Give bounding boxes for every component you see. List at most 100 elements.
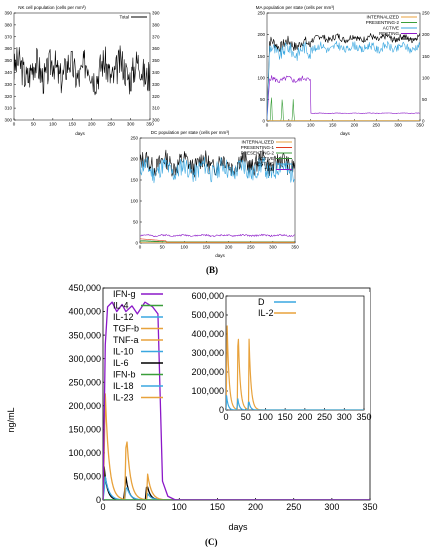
- x-tick-label: 350: [416, 123, 424, 128]
- y-tick-label-right: 340: [152, 70, 160, 75]
- x-axis-label: days: [75, 131, 85, 136]
- plot-frame: [139, 137, 296, 244]
- series-line-il-10: [103, 476, 370, 500]
- y-tick-label: 450,000: [68, 283, 101, 293]
- legend-entry-label: IL-2: [258, 308, 274, 318]
- legend-entry-label: INTERNALIZED: [241, 140, 274, 145]
- y-tick-label: 300: [4, 118, 12, 123]
- y-tick-label: 50: [260, 97, 266, 102]
- y-tick-label: 150: [257, 54, 265, 59]
- legend-entry-label: Total: [389, 37, 399, 42]
- x-tick-label: 50: [160, 245, 166, 250]
- x-tick-label: 250: [247, 245, 255, 250]
- y-tick-label: 250,000: [68, 377, 101, 387]
- y-tick-label: 0: [135, 241, 138, 246]
- cytokine-chart: 0 50 100 150 200 250 300 350 0 50,000 100,000 150,0…: [6, 283, 378, 532]
- y-tick-label: 150: [130, 178, 138, 183]
- y-tick-label-right: 350: [152, 58, 160, 63]
- x-tick-label: 150: [329, 123, 337, 128]
- legend-entry-label: Total: [119, 15, 129, 20]
- y-tick-label: 0: [96, 495, 101, 505]
- x-tick-label: 150: [278, 412, 293, 422]
- y-tick-label: 0: [262, 119, 265, 124]
- series-line-ifn-g: [103, 301, 370, 500]
- legend-entry-label: ACTIVE: [258, 156, 274, 161]
- y-tick-label-right: 0: [422, 119, 425, 124]
- series-line-resting: [140, 156, 295, 184]
- series-line-total: [14, 45, 150, 96]
- x-tick-label: 200: [88, 122, 96, 127]
- legend-entry-label: IFN-b: [113, 370, 136, 380]
- y-tick-label: 360: [4, 46, 12, 51]
- legend-entry-label: ACTIVE: [383, 26, 399, 31]
- y-axis-label: ng/mL: [6, 407, 16, 432]
- series-group: [140, 149, 295, 243]
- legend-entry-label: D: [258, 297, 265, 307]
- x-tick-label: 200: [351, 123, 359, 128]
- legend-entry-label: IL-23: [113, 393, 134, 403]
- y-tick-label-right: 320: [152, 94, 160, 99]
- x-tick-label: 0: [13, 122, 16, 127]
- x-axis-label: days: [228, 522, 248, 532]
- plot-area: 0 50 100 150 200 250 300 350 0 50 100 150 200 250 INTE…: [130, 136, 299, 250]
- y-tick-label: 300,000: [191, 348, 224, 358]
- y-tick-label: 310: [4, 106, 12, 111]
- x-axis-label: days: [215, 253, 225, 258]
- x-tick-label: 150: [69, 122, 77, 127]
- series-group: [267, 32, 420, 121]
- x-tick-label: 300: [127, 122, 135, 127]
- dc-population-chart: 0 50 100 150 200 250 300 350 0 50 100 150 200 250 INTE…: [130, 130, 299, 258]
- y-tick-label-right: 150: [422, 54, 430, 59]
- x-tick-label: 100: [49, 122, 57, 127]
- series-group: [103, 301, 370, 500]
- y-tick-label: 340: [4, 70, 12, 75]
- x-tick-label: 50: [241, 412, 251, 422]
- series-line-tgf-b: [103, 393, 370, 500]
- chart-title: MA population per state (cells per mm³): [256, 5, 335, 10]
- x-tick-label: 300: [337, 412, 352, 422]
- x-tick-label: 100: [307, 123, 315, 128]
- x-tick-label: 150: [210, 502, 225, 512]
- panel-label-b: (B): [206, 265, 218, 275]
- series-group: [14, 45, 150, 96]
- x-tick-label: 200: [248, 502, 263, 512]
- y-tick-label: 150,000: [68, 424, 101, 434]
- x-tick-label: 0: [139, 245, 142, 250]
- x-tick-label: 200: [225, 245, 233, 250]
- x-tick-label: 100: [172, 502, 187, 512]
- series-line-il-2: [226, 325, 364, 410]
- series-line-active: [267, 40, 420, 121]
- legend-entry-label: PRESENTING-1: [241, 145, 275, 150]
- x-tick-label: 250: [317, 412, 332, 422]
- y-tick-label-right: 370: [152, 34, 160, 39]
- x-tick-label: 100: [181, 245, 189, 250]
- x-tick-label: 300: [394, 123, 402, 128]
- legend-entry-label: RESTING: [254, 162, 275, 167]
- y-tick-label: 200: [130, 157, 138, 162]
- y-tick-label-right: 330: [152, 82, 160, 87]
- y-tick-label-right: 50: [422, 97, 428, 102]
- x-tick-label: 300: [324, 502, 339, 512]
- x-tick-label: 250: [107, 122, 115, 127]
- y-tick-label: 370: [4, 34, 12, 39]
- x-axis-label: days: [340, 131, 350, 136]
- y-tick-label-right: 360: [152, 46, 160, 51]
- y-tick-label: 300,000: [68, 354, 101, 364]
- series-group: [226, 325, 364, 410]
- y-tick-label: 100,000: [191, 386, 224, 396]
- legend-entry-label: INTERNALIZED: [366, 15, 399, 20]
- x-tick-label: 150: [203, 245, 211, 250]
- y-tick-label: 50: [133, 220, 139, 225]
- x-tick-label: 0: [223, 412, 228, 422]
- y-tick-label-right: 100: [422, 75, 430, 80]
- y-tick-label: 380: [4, 22, 12, 27]
- legend-entry-label: RESTING: [379, 31, 400, 36]
- x-tick-label: 50: [136, 502, 146, 512]
- series-line-il-6: [103, 466, 370, 500]
- y-tick-label: 250: [257, 11, 265, 16]
- y-tick-label: 250: [130, 136, 138, 141]
- y-tick-label-right: 380: [152, 22, 160, 27]
